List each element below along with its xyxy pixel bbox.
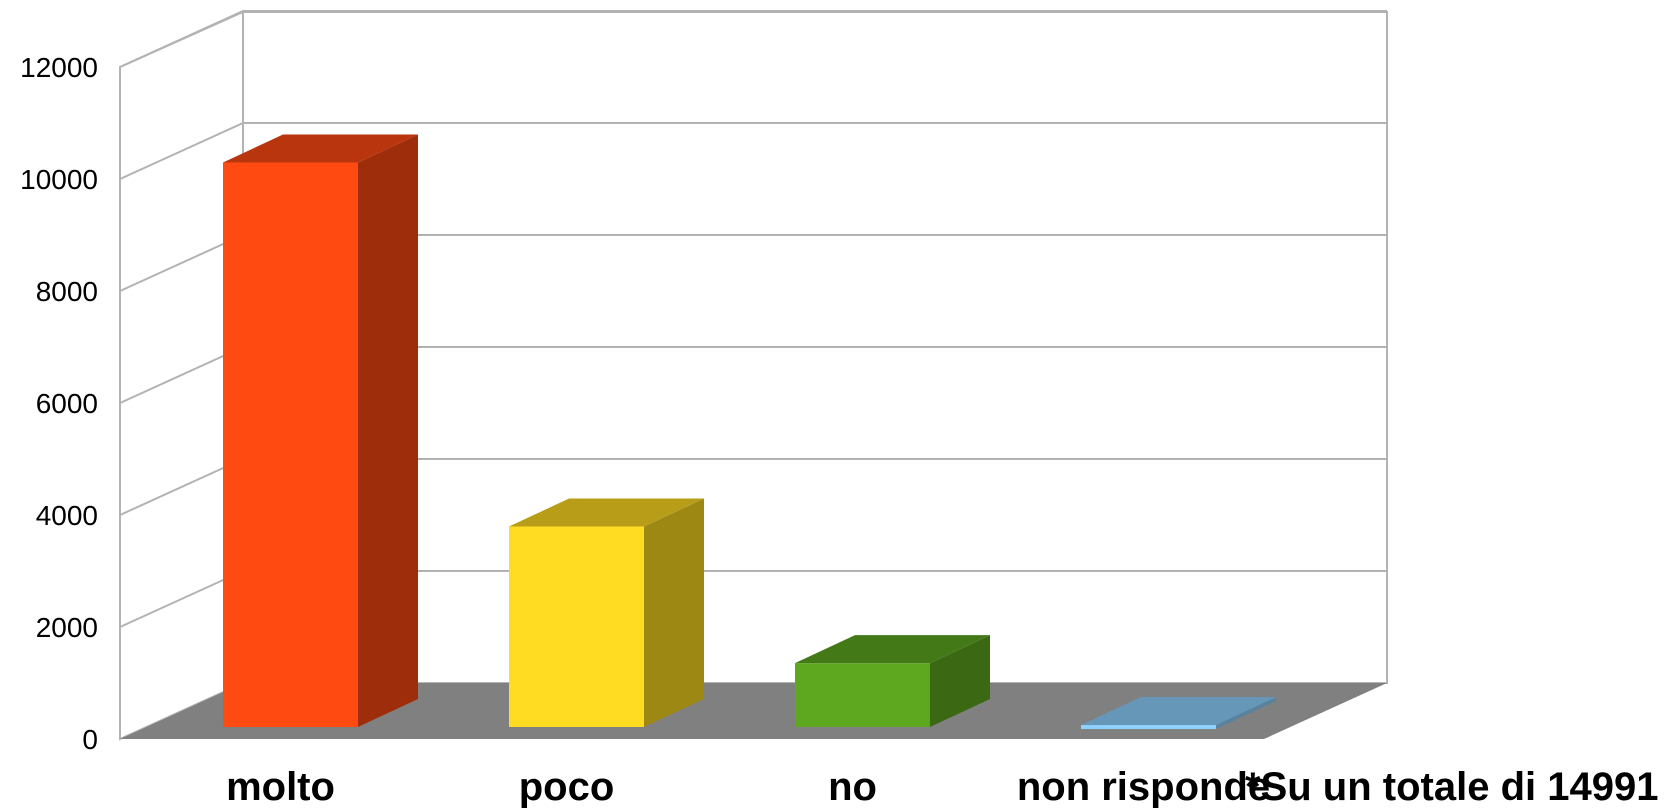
x-axis-category-labels: molto poco no non risponde xyxy=(226,765,1270,808)
bar-molto xyxy=(223,134,418,727)
bar-front-face xyxy=(509,526,644,727)
bar-front-face xyxy=(1081,725,1216,730)
y-tick-label: 10000 xyxy=(20,164,98,195)
y-tick-label: 6000 xyxy=(36,388,98,419)
bar-front-face xyxy=(223,162,358,727)
gridline xyxy=(119,10,1387,68)
x-tick-label: molto xyxy=(226,765,335,808)
bar-top-face xyxy=(1081,697,1276,726)
y-tick-label: 12000 xyxy=(20,52,98,83)
bar-no xyxy=(795,635,990,727)
bar-top-face xyxy=(509,498,704,527)
chart-floor xyxy=(120,683,1387,739)
bars xyxy=(223,134,1276,730)
bar-side-face xyxy=(644,498,704,727)
bar-poco xyxy=(509,498,704,727)
bar-top-face xyxy=(223,134,418,163)
x-tick-label: poco xyxy=(519,765,615,808)
bar-side-face xyxy=(1216,697,1276,730)
y-tick-label: 8000 xyxy=(36,276,98,307)
total-note: *Su un totale di 14991 xyxy=(1245,765,1658,808)
x-tick-label: non risponde xyxy=(1017,765,1270,808)
bar-front-face xyxy=(795,663,930,727)
y-tick-label: 0 xyxy=(82,724,98,755)
bar-non-risponde xyxy=(1081,697,1276,730)
y-tick-label: 4000 xyxy=(36,500,98,531)
y-axis-tick-labels: 0 2000 4000 6000 8000 10000 12000 xyxy=(20,52,98,755)
bar-top-face xyxy=(795,635,990,664)
bar-side-face xyxy=(358,134,418,727)
bar-side-face xyxy=(930,635,990,727)
gridline xyxy=(119,122,1387,180)
x-tick-label: no xyxy=(828,765,877,808)
y-tick-label: 2000 xyxy=(36,612,98,643)
